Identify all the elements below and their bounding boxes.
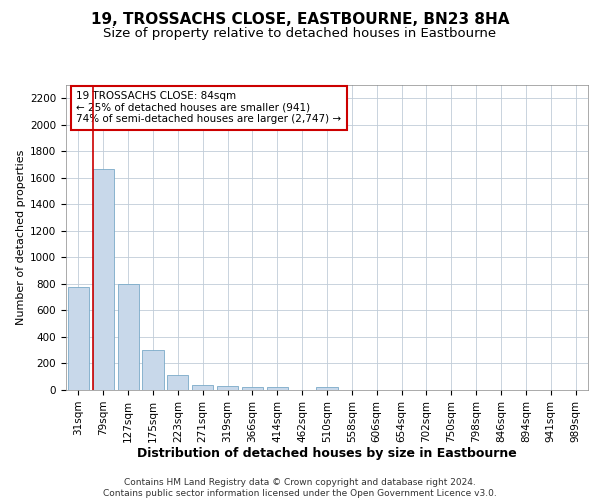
- Text: Size of property relative to detached houses in Eastbourne: Size of property relative to detached ho…: [103, 28, 497, 40]
- Bar: [118, 284, 139, 390]
- Bar: [316, 386, 338, 390]
- Text: 19 TROSSACHS CLOSE: 84sqm
← 25% of detached houses are smaller (941)
74% of semi: 19 TROSSACHS CLOSE: 84sqm ← 25% of detac…: [76, 91, 341, 124]
- Bar: [192, 384, 213, 390]
- Bar: [93, 168, 114, 390]
- Bar: [142, 350, 164, 390]
- Bar: [167, 376, 188, 390]
- Bar: [267, 388, 288, 390]
- Y-axis label: Number of detached properties: Number of detached properties: [16, 150, 26, 325]
- Text: Contains HM Land Registry data © Crown copyright and database right 2024.
Contai: Contains HM Land Registry data © Crown c…: [103, 478, 497, 498]
- X-axis label: Distribution of detached houses by size in Eastbourne: Distribution of detached houses by size …: [137, 448, 517, 460]
- Bar: [68, 287, 89, 390]
- Bar: [217, 386, 238, 390]
- Text: 19, TROSSACHS CLOSE, EASTBOURNE, BN23 8HA: 19, TROSSACHS CLOSE, EASTBOURNE, BN23 8H…: [91, 12, 509, 28]
- Bar: [242, 388, 263, 390]
